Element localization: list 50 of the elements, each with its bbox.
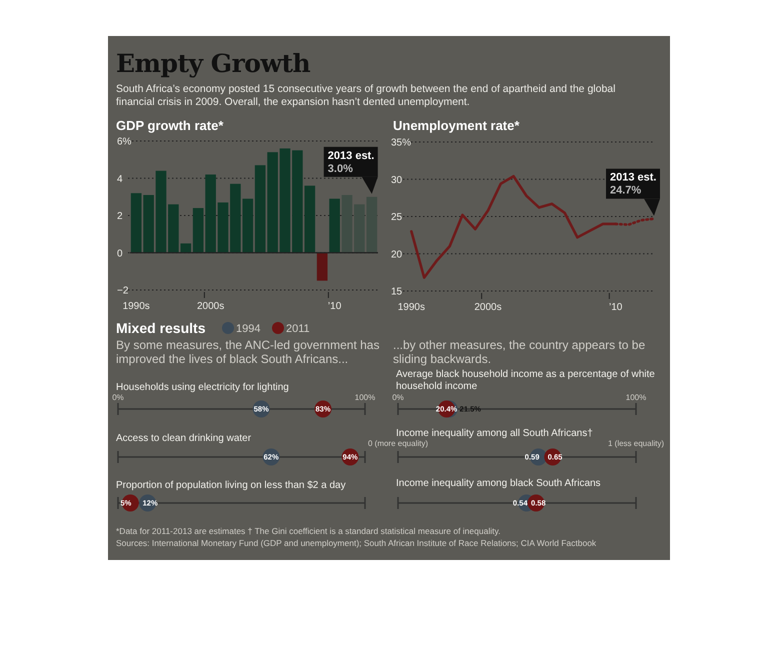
chart-title: Mixed results (116, 320, 206, 336)
annotation: 2013 est. 3.0% (328, 150, 374, 175)
y-tick-label: Proportion of population living on less than $2 a day (116, 480, 346, 491)
y-tick-label: Average black household income as a percentage of white household income (396, 369, 656, 392)
x-tick-label: 0 (more equality) (368, 439, 428, 448)
y-tick-label: 4 (117, 174, 123, 185)
chart-title: GDP growth rate* (116, 118, 224, 133)
y-tick-label: Income inequality among black South Africans (396, 478, 601, 489)
chart-title: Unemployment rate* (393, 118, 520, 133)
y-tick-label: 6% (117, 136, 132, 148)
y-tick-label: 30 (391, 174, 403, 186)
legend-label: 1994 (236, 323, 260, 335)
x-tick-label: 1990s (122, 301, 150, 312)
text: Empty Growth (116, 49, 311, 78)
bar (304, 186, 316, 253)
x-tick-label: ’10 (328, 301, 342, 312)
x-tick-label: 0% (112, 393, 124, 402)
x-tick-label: 1990s (398, 302, 426, 313)
y-tick-label: 20 (391, 249, 403, 260)
source-note: Sources: International Monetary Fund (GDP and unemployment); South African Institute of Race Relations; CIA World Factbook (116, 538, 597, 548)
bar (192, 208, 204, 253)
x-tick-label: 2000s (196, 301, 224, 312)
annotation: 2013 est. 24.7% (610, 172, 656, 197)
y-tick-label: 25 (391, 212, 403, 223)
bar (366, 196, 378, 253)
y-tick-label: Income inequality among all South Africans† (396, 428, 593, 439)
bar (329, 198, 340, 253)
annotation: *Data for 2011-2013 are estimates † The Gini coefficient is a standard statistical measure of inequality. (116, 526, 500, 536)
y-tick-label: 2 (117, 211, 123, 222)
y-tick-label: 35% (391, 138, 412, 148)
y-tick-label: Households using electricity for lighting (116, 382, 289, 393)
bar (242, 198, 254, 253)
text: South Africa’s economy posted 15 consecutive years of growth between the end of apartheid and the global financial crisis in 2009. Overall, the expansion hasn’t dented unemployment. (116, 83, 616, 108)
x-tick-label: 0% (392, 393, 404, 402)
legend-label: 2011 (286, 323, 310, 335)
chart-subtitle: ...by other measures, the country appears to be sliding backwards. (393, 338, 646, 366)
y-tick-label: Access to clean drinking water (116, 433, 252, 444)
x-tick-label: 100% (626, 393, 646, 402)
y-tick-label: 0 (117, 248, 123, 260)
x-tick-label: 100% (354, 393, 376, 402)
x-tick-label: 1 (less equality) (608, 439, 664, 448)
bar (316, 252, 328, 281)
x-tick-label: ’10 (609, 302, 623, 313)
bar (254, 165, 266, 253)
x-tick-label: 2000s (474, 302, 502, 313)
y-tick-label: 15 (391, 286, 403, 298)
y-tick-label: −2 (117, 286, 129, 296)
bar (180, 243, 192, 253)
bar (130, 193, 142, 253)
chart-subtitle: By some measures, the ANC-led government has improved the lives of black South Africans... (116, 338, 380, 366)
